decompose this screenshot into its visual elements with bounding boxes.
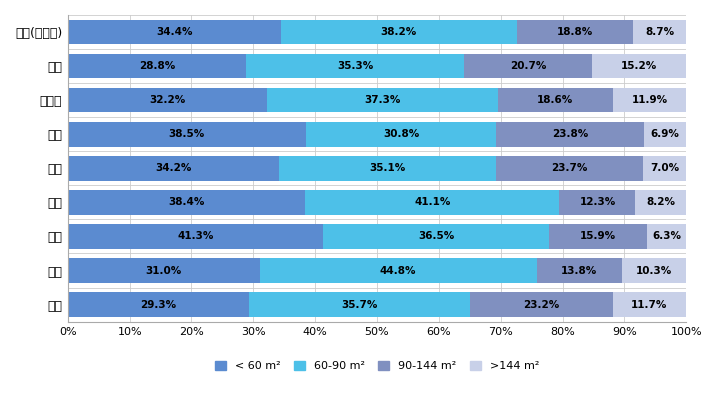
- Text: 23.8%: 23.8%: [552, 129, 588, 139]
- Bar: [644, 122, 686, 146]
- Bar: [68, 122, 306, 146]
- Text: 23.2%: 23.2%: [523, 299, 559, 310]
- Text: 38.4%: 38.4%: [168, 197, 205, 207]
- Text: 28.8%: 28.8%: [138, 61, 175, 71]
- Bar: [280, 156, 496, 181]
- Text: 32.2%: 32.2%: [149, 95, 186, 105]
- Bar: [68, 224, 323, 249]
- Bar: [246, 54, 464, 78]
- Bar: [496, 122, 644, 146]
- Bar: [68, 292, 249, 317]
- Text: 38.5%: 38.5%: [168, 129, 205, 139]
- Text: 11.7%: 11.7%: [631, 299, 668, 310]
- Text: 8.2%: 8.2%: [646, 197, 675, 207]
- Text: 35.7%: 35.7%: [341, 299, 378, 310]
- Bar: [68, 258, 260, 283]
- Text: 29.3%: 29.3%: [141, 299, 176, 310]
- Text: 35.3%: 35.3%: [337, 61, 373, 71]
- Bar: [549, 224, 647, 249]
- Bar: [633, 20, 687, 44]
- Text: 44.8%: 44.8%: [380, 266, 417, 275]
- Bar: [260, 258, 536, 283]
- Bar: [68, 54, 246, 78]
- Text: 38.2%: 38.2%: [381, 27, 417, 37]
- Text: 23.7%: 23.7%: [551, 163, 588, 173]
- Text: 7.0%: 7.0%: [650, 163, 679, 173]
- Text: 37.3%: 37.3%: [364, 95, 400, 105]
- Bar: [68, 20, 280, 44]
- Text: 15.2%: 15.2%: [621, 61, 657, 71]
- Bar: [635, 190, 686, 215]
- Bar: [622, 258, 685, 283]
- Bar: [559, 190, 635, 215]
- Bar: [280, 20, 517, 44]
- Bar: [470, 292, 613, 317]
- Bar: [647, 224, 686, 249]
- Text: 35.1%: 35.1%: [370, 163, 406, 173]
- Text: 30.8%: 30.8%: [383, 129, 419, 139]
- Bar: [68, 156, 280, 181]
- Text: 20.7%: 20.7%: [510, 61, 546, 71]
- Bar: [517, 20, 633, 44]
- Bar: [613, 292, 685, 317]
- Text: 41.1%: 41.1%: [414, 197, 450, 207]
- Text: 34.2%: 34.2%: [156, 163, 191, 173]
- Text: 11.9%: 11.9%: [632, 95, 668, 105]
- Text: 6.3%: 6.3%: [652, 231, 681, 242]
- Text: 10.3%: 10.3%: [635, 266, 672, 275]
- Bar: [323, 224, 549, 249]
- Text: 41.3%: 41.3%: [177, 231, 214, 242]
- Bar: [305, 190, 559, 215]
- Bar: [536, 258, 622, 283]
- Text: 15.9%: 15.9%: [580, 231, 616, 242]
- Text: 13.8%: 13.8%: [561, 266, 597, 275]
- Text: 18.6%: 18.6%: [537, 95, 573, 105]
- Bar: [267, 88, 498, 113]
- Bar: [592, 54, 686, 78]
- Bar: [68, 88, 267, 113]
- Bar: [306, 122, 496, 146]
- Bar: [249, 292, 470, 317]
- Legend: < 60 m², 60-90 m², 90-144 m², >144 m²: < 60 m², 60-90 m², 90-144 m², >144 m²: [215, 361, 539, 371]
- Text: 6.9%: 6.9%: [650, 129, 679, 139]
- Bar: [496, 156, 643, 181]
- Text: 36.5%: 36.5%: [418, 231, 454, 242]
- Text: 34.4%: 34.4%: [156, 27, 192, 37]
- Text: 18.8%: 18.8%: [557, 27, 593, 37]
- Bar: [464, 54, 592, 78]
- Text: 31.0%: 31.0%: [146, 266, 182, 275]
- Bar: [68, 190, 305, 215]
- Bar: [643, 156, 686, 181]
- Bar: [612, 88, 686, 113]
- Bar: [498, 88, 612, 113]
- Text: 8.7%: 8.7%: [645, 27, 675, 37]
- Text: 12.3%: 12.3%: [579, 197, 616, 207]
